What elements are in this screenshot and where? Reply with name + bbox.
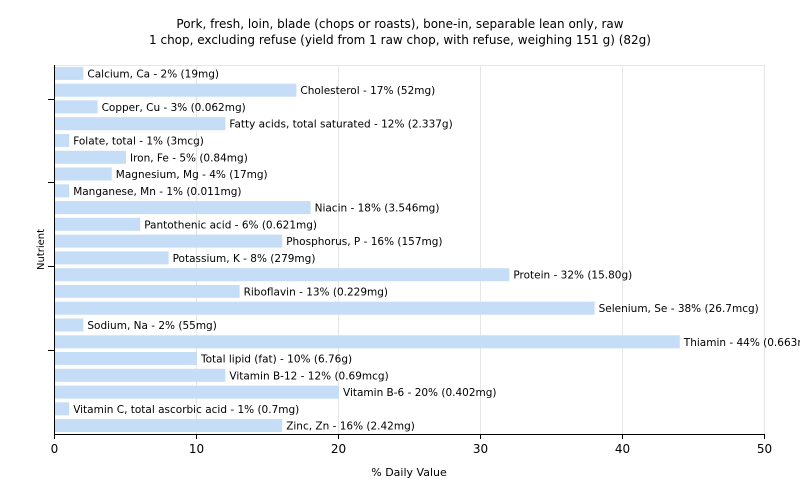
bar	[55, 402, 70, 416]
bar-label: Niacin - 18% (3.546mg)	[315, 203, 440, 215]
bar-label: Zinc, Zn - 16% (2.42mg)	[286, 421, 415, 433]
bar-label: Total lipid (fat) - 10% (6.76g)	[200, 354, 352, 366]
bar	[55, 268, 510, 282]
bar	[55, 117, 226, 131]
bar-label: Vitamin B-6 - 20% (0.402mg)	[343, 387, 497, 399]
bar	[55, 184, 70, 198]
bar	[55, 318, 84, 332]
bar	[55, 134, 70, 147]
bar-label: Vitamin C, total ascorbic acid - 1% (0.7…	[73, 404, 299, 416]
bar-label: Vitamin B-12 - 12% (0.69mcg)	[229, 370, 388, 382]
bar	[55, 335, 680, 349]
bar	[55, 167, 112, 181]
bar	[55, 201, 311, 215]
bar	[55, 419, 283, 433]
bar-label: Copper, Cu - 3% (0.062mg)	[102, 102, 246, 114]
bar	[55, 217, 141, 231]
x-tick-label: 40	[615, 442, 630, 456]
bar-label: Phosphorus, P - 16% (157mg)	[286, 236, 442, 248]
y-axis-label: Nutrient	[36, 229, 47, 270]
x-axis-label: % Daily Value	[371, 466, 447, 479]
bar-label: Cholesterol - 17% (52mg)	[300, 85, 435, 97]
bar-label: Fatty acids, total saturated - 12% (2.33…	[229, 119, 452, 131]
bar-label: Manganese, Mn - 1% (0.011mg)	[73, 186, 241, 198]
bar	[55, 251, 169, 265]
bar-label: Magnesium, Mg - 4% (17mg)	[116, 169, 268, 181]
bar-label: Calcium, Ca - 2% (19mg)	[87, 68, 219, 80]
bar	[55, 385, 339, 399]
bar	[55, 301, 595, 315]
x-tick-label: 0	[51, 442, 59, 456]
bar-label: Riboflavin - 13% (0.229mg)	[244, 286, 388, 298]
axes	[54, 65, 764, 435]
x-tick-label: 20	[331, 442, 346, 456]
chart-title: Pork, fresh, loin, blade (chops or roast…	[0, 16, 800, 48]
chart-title-line-1: Pork, fresh, loin, blade (chops or roast…	[176, 17, 624, 31]
bar	[55, 150, 126, 164]
bar-label: Potassium, K - 8% (279mg)	[173, 253, 316, 265]
bar	[55, 100, 98, 114]
x-ticks: 0 10 20 30 40 50	[48, 99, 772, 456]
bar	[55, 368, 226, 382]
bars: Calcium, Ca - 2% (19mg) Cholesterol - 17%…	[55, 66, 800, 433]
bar-label: Pantothenic acid - 6% (0.621mg)	[144, 219, 317, 231]
bar-label: Protein - 32% (15.80g)	[513, 270, 632, 282]
bar-label: Iron, Fe - 5% (0.84mg)	[130, 152, 248, 164]
bar-label: Selenium, Se - 38% (26.7mcg)	[599, 303, 759, 315]
x-tick-label: 50	[757, 442, 772, 456]
chart-title-line-2: 1 chop, excluding refuse (yield from 1 r…	[149, 33, 651, 47]
bar-label: Sodium, Na - 2% (55mg)	[87, 320, 216, 332]
bar-label: Folate, total - 1% (3mcg)	[73, 136, 204, 148]
bar	[55, 66, 84, 80]
bar	[55, 284, 240, 298]
bar	[55, 234, 283, 248]
x-tick-label: 10	[189, 442, 204, 456]
x-tick-label: 30	[473, 442, 488, 456]
bar-label: Thiamin - 44% (0.663mg)	[683, 337, 800, 349]
bar	[55, 352, 197, 365]
bar	[55, 83, 297, 97]
